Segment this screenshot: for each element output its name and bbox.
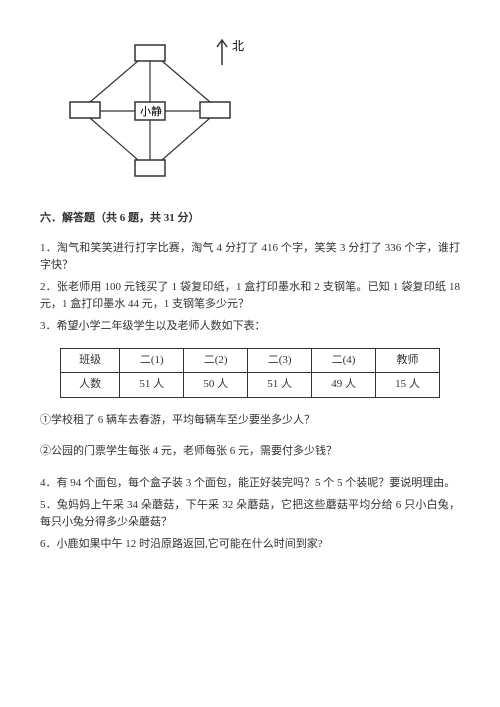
question-1: 1．淘气和笑笑进行打字比赛，淘气 4 分打了 416 个字，笑笑 3 分打了 3…: [40, 240, 460, 275]
data-cell: 51 人: [248, 373, 312, 398]
table-data-row: 人数 51 人 50 人 51 人 49 人 15 人: [61, 373, 440, 398]
row-label-cell: 人数: [61, 373, 120, 398]
left-box: [70, 102, 100, 118]
question-3-sub2: ②公园的门票学生每张 4 元，老师每张 6 元，需要付多少钱？: [40, 443, 460, 461]
question-4: 4．有 94 个面包，每个盒子装 3 个面包，能正好装完吗？5 个 5 个装呢？…: [40, 475, 460, 493]
section-6-title: 六．解答题（共 6 题，共 31 分）: [40, 210, 460, 228]
header-cell: 二(2): [184, 348, 248, 373]
question-3-sub1: ①学校租了 6 辆车去春游，平均每辆车至少要坐多少人？: [40, 412, 460, 430]
table-header-row: 班级 二(1) 二(2) 二(3) 二(4) 教师: [61, 348, 440, 373]
header-cell: 二(1): [120, 348, 184, 373]
data-cell: 50 人: [184, 373, 248, 398]
header-cell: 教师: [376, 348, 440, 373]
question-3: 3．希望小学二年级学生以及老师人数如下表：: [40, 318, 460, 336]
data-cell: 49 人: [312, 373, 376, 398]
question-5: 5．兔妈妈上午采 34 朵蘑菇，下午采 32 朵蘑菇，它把这些蘑菇平均分给 6 …: [40, 497, 460, 532]
header-cell: 二(4): [312, 348, 376, 373]
header-cell: 班级: [61, 348, 120, 373]
direction-diagram: 北 小静: [50, 30, 260, 190]
center-label: 小静: [140, 104, 162, 118]
north-label: 北: [232, 39, 244, 53]
bottom-box: [135, 160, 165, 176]
right-box: [200, 102, 230, 118]
question-6: 6．小鹿如果中午 12 时沿原路返回,它可能在什么时间到家?: [40, 536, 460, 554]
data-cell: 15 人: [376, 373, 440, 398]
student-count-table: 班级 二(1) 二(2) 二(3) 二(4) 教师 人数 51 人 50 人 5…: [60, 348, 440, 398]
top-box: [135, 45, 165, 61]
question-2: 2．张老师用 100 元钱买了 1 袋复印纸，1 盒打印墨水和 2 支钢笔。已知…: [40, 279, 460, 314]
header-cell: 二(3): [248, 348, 312, 373]
data-cell: 51 人: [120, 373, 184, 398]
